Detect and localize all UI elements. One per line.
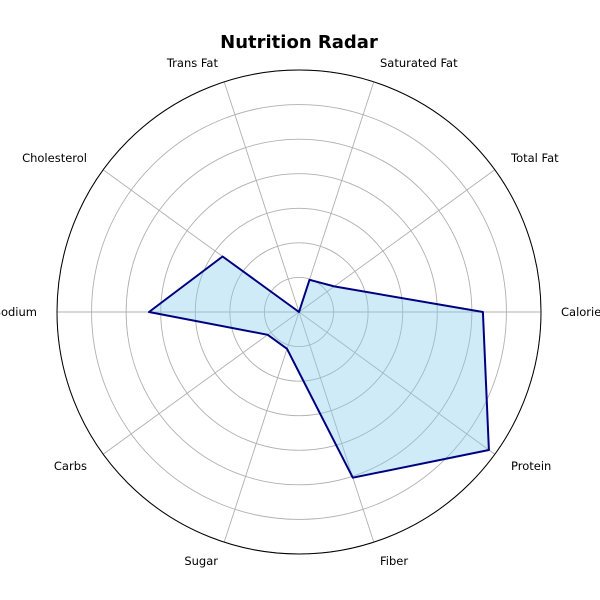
axis-label: Sodium [0,305,37,319]
axis-label: Protein [511,459,551,473]
axis-label: Saturated Fat [380,56,458,70]
axis-label: Fiber [380,554,408,568]
series-line [148,255,490,479]
axis-label: Trans Fat [166,56,219,70]
radar-series [148,255,490,479]
grid-spoke [223,81,300,313]
polar-frame [56,69,542,555]
axis-label: Cholesterol [22,151,87,165]
series-area [149,256,489,478]
grid-spoke [298,311,375,543]
chart-title: Nutrition Radar [220,32,378,53]
grid-spoke [102,311,300,455]
axis-label: Calories [561,305,600,319]
grid-spoke [298,81,375,313]
axis-label: Total Fat [510,151,559,165]
grid-spoke [298,311,496,455]
axis-label: Carbs [54,459,87,473]
axis-labels: Calories Total Fat Saturated Fat Trans Fat C… [0,56,600,568]
grid-spoke [223,311,300,543]
axis-label: Sugar [184,554,218,568]
grid-spoke [298,169,496,313]
